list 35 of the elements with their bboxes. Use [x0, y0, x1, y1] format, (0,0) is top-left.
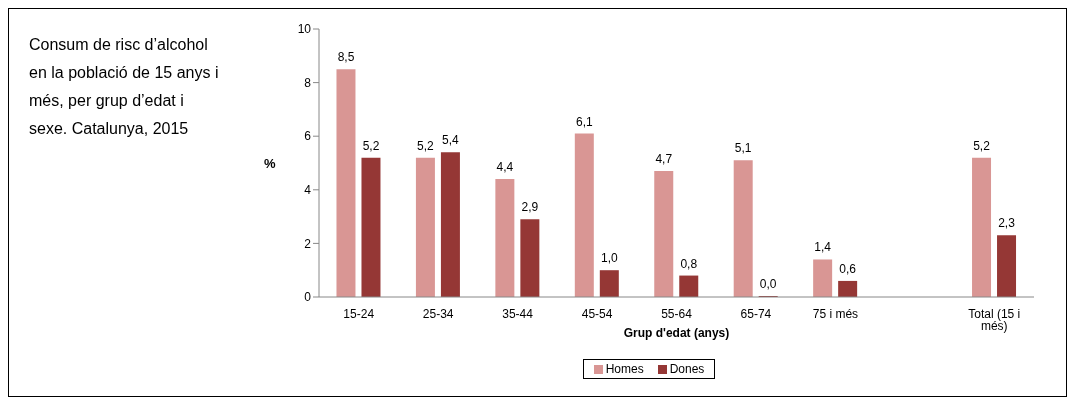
- x-tick-label: 35-44: [502, 306, 534, 321]
- y-tick-label: 8: [304, 75, 312, 90]
- data-label: 5,2: [362, 138, 380, 153]
- data-label: 0,0: [759, 277, 777, 291]
- legend-label: Homes: [604, 362, 644, 376]
- x-tick-label: Total (15 i més): [968, 306, 1021, 333]
- data-label: 1,4: [814, 240, 832, 255]
- y-tick-label: 4: [304, 183, 312, 198]
- data-label: 4,7: [655, 152, 673, 167]
- data-label: 5,4: [442, 133, 460, 148]
- data-label: 5,2: [417, 138, 435, 153]
- text: Consum de risc d’alcohol en la població de 15 anys i més, per grup d’edat i sexe. Catalunya, 2015: [28, 35, 220, 139]
- y-tick-label: 2: [304, 236, 312, 251]
- x-tick-label: 75 i més: [812, 306, 859, 321]
- y-axis-title: %: [264, 155, 276, 171]
- data-label: 0,6: [839, 261, 857, 276]
- data-label: 5,1: [734, 141, 752, 156]
- x-axis-title: Grup d'edat (anys): [623, 326, 730, 340]
- y-tick-label: 0: [304, 290, 312, 305]
- y-tick-label: 10: [297, 22, 312, 37]
- y-tick-label: 6: [304, 129, 312, 144]
- data-label: 1,0: [600, 251, 618, 266]
- data-label: 6,1: [575, 114, 593, 129]
- x-tick-label: 45-54: [581, 306, 613, 321]
- data-label: 5,2: [973, 138, 991, 153]
- x-tick-label: 65-74: [740, 306, 772, 321]
- legend-label: Dones: [668, 362, 705, 376]
- data-label: 4,4: [496, 160, 514, 175]
- data-label: 2,3: [998, 216, 1016, 231]
- data-label: 2,9: [521, 200, 539, 215]
- x-tick-label: 55-64: [661, 306, 693, 321]
- data-label: 8,5: [337, 50, 355, 65]
- data-label: 0,8: [680, 256, 698, 271]
- x-tick-label: 15-24: [343, 306, 375, 321]
- x-tick-label: 25-34: [422, 306, 454, 321]
